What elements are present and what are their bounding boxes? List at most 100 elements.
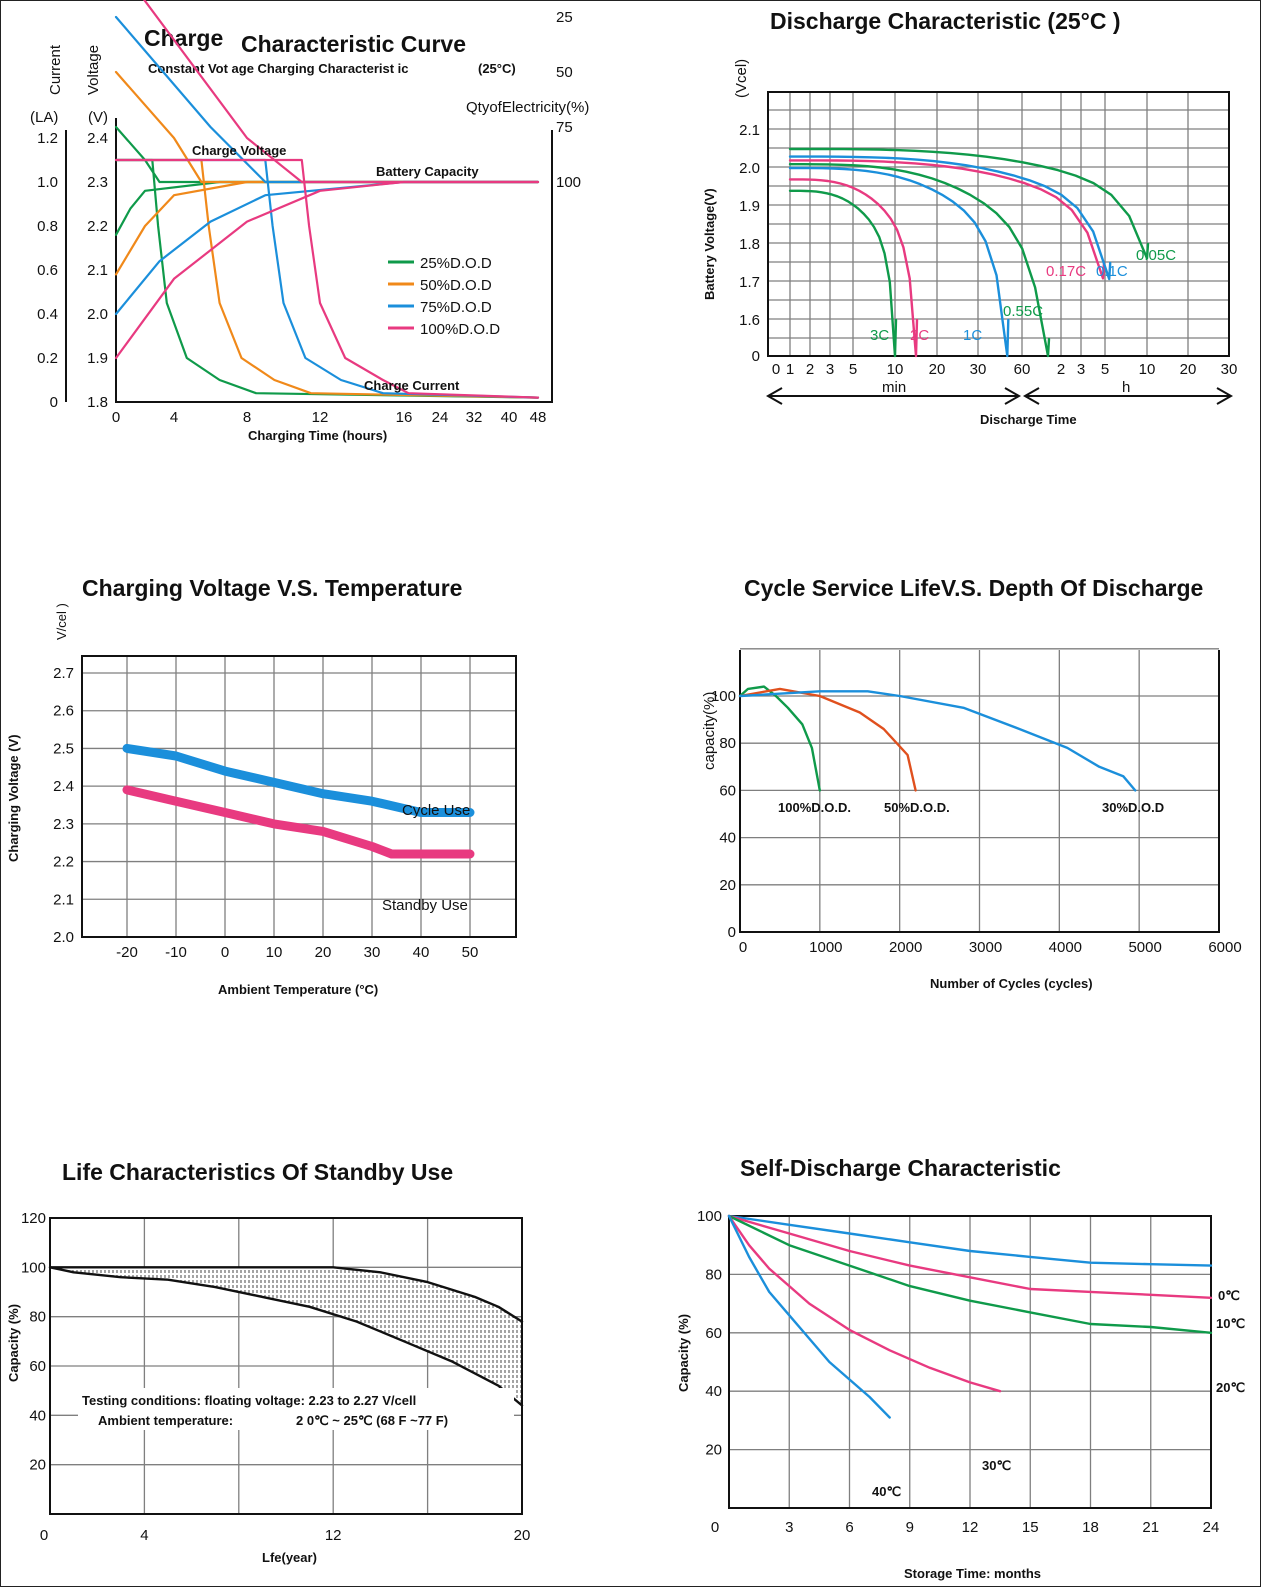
charge-current-axis-label: Current: [47, 44, 64, 95]
discharge-curve-label: 3C: [870, 327, 889, 344]
self-discharge-curve: [727, 1214, 1213, 1334]
self-discharge-x-tick: 15: [1022, 1519, 1039, 1536]
standby-note-line1: Testing conditions: floating voltage: 2.…: [82, 1393, 416, 1408]
discharge-grid: [768, 92, 1229, 356]
standby-life-title: Life Characteristics Of Standby Use: [62, 1159, 453, 1185]
discharge-arrowheads: [765, 387, 1234, 405]
charging-temp-y-tick: 2.0: [53, 929, 74, 946]
charging-temp-tick-labels: -20 -10 0 10 20 30 40 50 2.0 2.1 2.2 2.3 2.4 2.5 2.6 2.…: [53, 665, 478, 961]
discharge-curve: [788, 147, 1150, 260]
self-discharge-tick-labels: 0 3 6 9 12 15 18 21 24 20 40 60 80 100: [697, 1208, 1219, 1536]
standby-life-grid: [50, 1218, 522, 1514]
charging-temp-curve: [122, 743, 475, 817]
cycle-life-x-tick: 6000: [1208, 939, 1241, 956]
discharge-y-tick: 2.0: [739, 160, 760, 177]
self-discharge-x-tick: 24: [1203, 1519, 1220, 1536]
standby-life-band-fill: [50, 1267, 522, 1406]
cycle-life-x-tick: 5000: [1128, 939, 1161, 956]
charging-temp-x-tick: 30: [364, 944, 381, 961]
charging-temp-x-tick: 0: [221, 944, 229, 961]
charge-qty-tick: 100: [556, 174, 581, 191]
charge-x-tick: 12: [312, 409, 329, 426]
standby-life-x-tick: 4: [140, 1527, 148, 1544]
charge-voltage-curve: [114, 180, 540, 316]
discharge-curves: 3C 2C 1C 0.55C 0.17C 0.1C 0.05C: [788, 147, 1176, 358]
charge-x-tick: 4: [170, 409, 178, 426]
charge-qty-tick: 50: [556, 64, 573, 81]
standby-life-y-tick: 40: [29, 1407, 46, 1424]
discharge-y-tick: 1.9: [739, 198, 760, 215]
discharge-x-tick: 1: [786, 361, 794, 378]
cycle-life-x-tick: 3000: [969, 939, 1002, 956]
standby-life-band: [48, 1266, 524, 1407]
self-discharge-x-tick: 18: [1082, 1519, 1099, 1536]
charge-title-b: Characteristic Curve: [241, 31, 466, 57]
standby-life-upper-curve: [48, 1266, 524, 1323]
charge-legend-label: 50%D.O.D: [420, 277, 492, 294]
charging-temp-x-tick: -10: [165, 944, 187, 961]
discharge-title: Discharge Characteristic (25°C ): [770, 8, 1121, 34]
self-discharge-x-tick: 3: [785, 1519, 793, 1536]
discharge-curve: [788, 178, 919, 358]
self-discharge-curve-label: 40℃: [872, 1484, 901, 1499]
cycle-life-curve: [738, 690, 1137, 792]
discharge-unit-label: (Vcel): [733, 59, 750, 98]
cycle-life-x-tick: 4000: [1049, 939, 1082, 956]
self-discharge-y-axis-label: Capacity (%): [676, 1314, 691, 1392]
charge-curves: [114, 0, 540, 399]
cycle-life-curve-label: 50%D.O.D.: [884, 800, 950, 815]
self-discharge-x-tick: 0: [711, 1519, 719, 1536]
charge-voltage-tick: 2.3: [87, 174, 108, 191]
discharge-curve: [788, 166, 1010, 358]
standby-life-y-axis-label: Capacity (%): [6, 1304, 21, 1382]
cycle-life-y-tick: 60: [719, 782, 736, 799]
cycle-life-title: Cycle Service LifeV.S. Depth Of Discharg…: [744, 575, 1203, 601]
battery-capacity-annotation: Battery Capacity: [376, 164, 479, 179]
charge-qty-tick: 25: [556, 9, 573, 26]
charging-temp-y-tick: 2.5: [53, 740, 74, 757]
self-discharge-curve-label: 10℃: [1216, 1316, 1245, 1331]
discharge-curve-label: 2C: [910, 327, 929, 344]
charging-temp-y-tick: 2.3: [53, 816, 74, 833]
self-discharge-x-tick: 21: [1142, 1519, 1159, 1536]
charge-current-tick: 0.8: [37, 218, 58, 235]
discharge-x-tick: 2: [1057, 361, 1065, 378]
discharge-y-tick: 0: [752, 348, 760, 365]
charging-temp-y-tick: 2.6: [53, 703, 74, 720]
standby-life-x-tick: 20: [514, 1527, 531, 1544]
cycle-life-chart: Cycle Service LifeV.S. Depth Of Discharg…: [701, 575, 1242, 991]
self-discharge-curve-label: 30℃: [982, 1458, 1011, 1473]
standby-life-y-tick: 120: [21, 1210, 46, 1227]
charge-voltage-tick: 2.1: [87, 262, 108, 279]
charge-subtitle-temp: (25°C): [478, 61, 516, 76]
charge-current-annotation: Charge Current: [364, 378, 460, 393]
charge-current-unit: (LA): [30, 109, 58, 126]
self-discharge-curve-label: 0℃: [1218, 1288, 1240, 1303]
standby-life-tick-labels: 0 4 12 20 20 40 60 80 100 120: [21, 1210, 530, 1544]
standby-life-y-tick: 100: [21, 1259, 46, 1276]
charge-voltage-axis-label: Voltage: [85, 45, 102, 95]
charge-current-tick: 1.0: [37, 174, 58, 191]
self-discharge-x-tick: 12: [962, 1519, 979, 1536]
charge-voltage-tick: 1.9: [87, 350, 108, 367]
charging-temp-chart: Charging Voltage V.S. Temperature V/cel …: [6, 575, 517, 997]
self-discharge-x-axis-label: Storage Time: months: [904, 1566, 1041, 1581]
standby-life-frame: [49, 1217, 523, 1515]
cycle-life-x-axis-label: Number of Cycles (cycles): [930, 976, 1093, 991]
charge-x-tick: 48: [530, 409, 547, 426]
charge-legend-label: 75%D.O.D: [420, 299, 492, 316]
charge-current-tick: 1.2: [37, 130, 58, 147]
standby-life-x-axis-label: Lfe(year): [262, 1550, 317, 1565]
discharge-x-tick: 30: [970, 361, 987, 378]
discharge-y-tick: 1.8: [739, 236, 760, 253]
discharge-h-label: h: [1122, 379, 1130, 396]
self-discharge-curve: [727, 1214, 1213, 1267]
discharge-curve-label: 1C: [963, 327, 982, 344]
discharge-x-tick: 60: [1014, 361, 1031, 378]
self-discharge-y-tick: 40: [705, 1383, 722, 1400]
standby-note-line2b: 2 0℃ ~ 25℃ (68 F ~77 F): [296, 1413, 448, 1428]
charge-voltage-unit: (V): [88, 109, 108, 126]
charging-temp-curves: [122, 743, 475, 859]
cycle-life-curves: 100%D.O.D. 50%D.O.D. 30%D.O.D: [738, 685, 1164, 815]
cycle-life-y-tick: 80: [719, 735, 736, 752]
